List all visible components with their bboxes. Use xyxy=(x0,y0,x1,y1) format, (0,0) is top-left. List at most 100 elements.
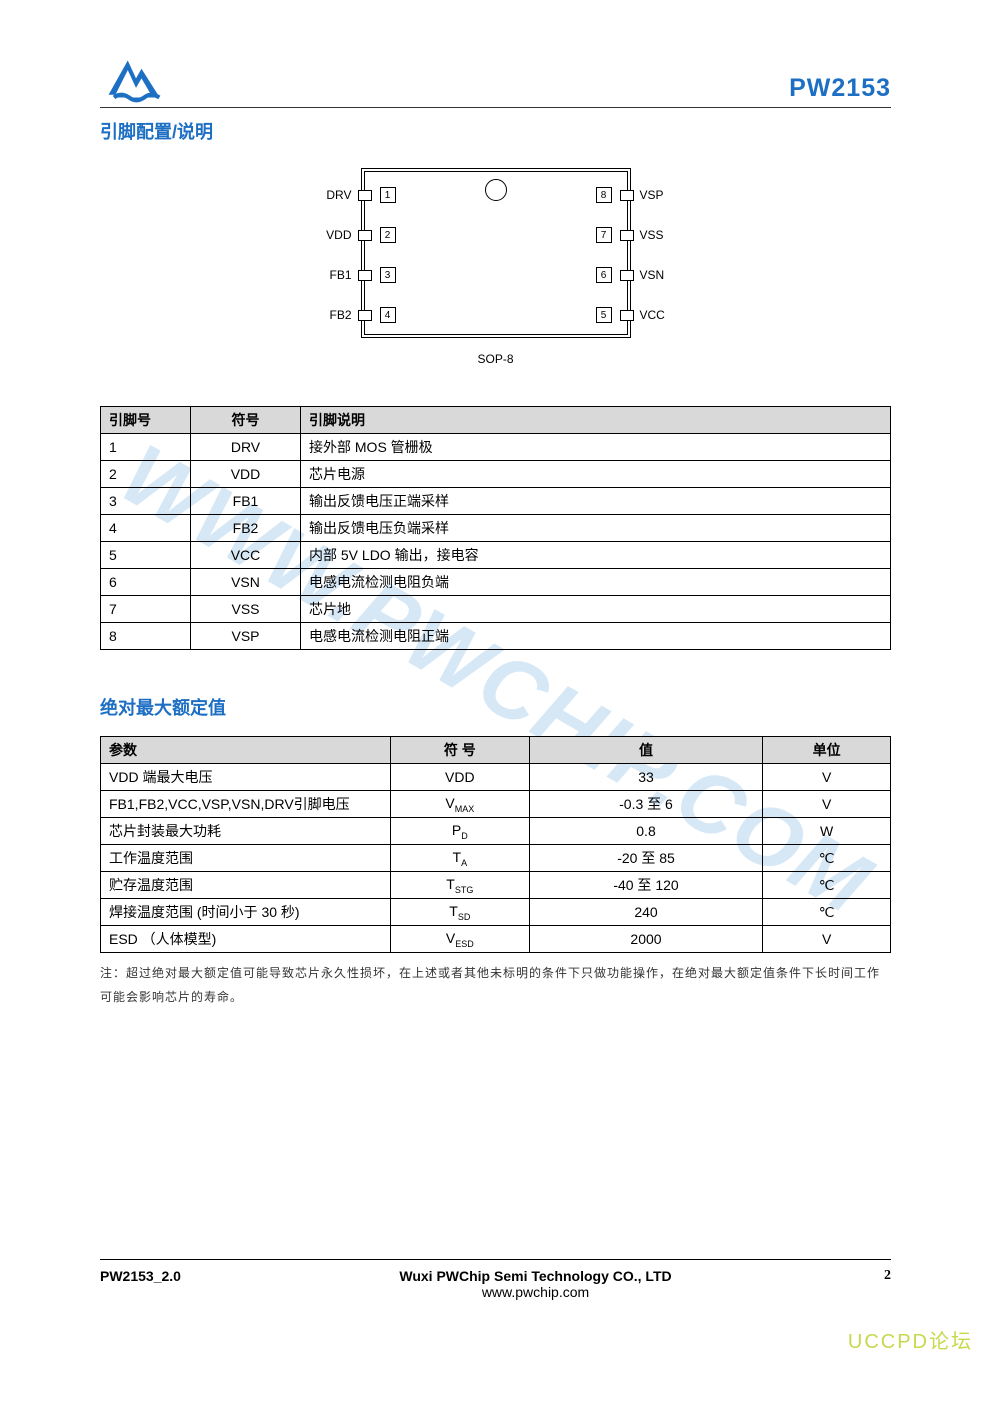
table-cell: 内部 5V LDO 输出，接电容 xyxy=(301,542,891,569)
table-cell: VSP xyxy=(191,623,301,650)
pin-label: FB2 xyxy=(329,308,351,322)
table-cell: ESD （人体模型) xyxy=(101,926,391,953)
pin-number: 6 xyxy=(596,267,612,283)
table-cell: PD xyxy=(391,818,530,845)
pin-number: 4 xyxy=(380,307,396,323)
table-row: 5VCC内部 5V LDO 输出，接电容 xyxy=(101,542,891,569)
pin-number: 7 xyxy=(596,227,612,243)
table-header: 符号 xyxy=(191,407,301,434)
table-cell: 3 xyxy=(101,488,191,515)
table-cell: TSTG xyxy=(391,872,530,899)
table-cell: 工作温度范围 xyxy=(101,845,391,872)
table-cell: FB1,FB2,VCC,VSP,VSN,DRV引脚电压 xyxy=(101,791,391,818)
package-caption: SOP-8 xyxy=(477,352,513,366)
table-cell: ℃ xyxy=(763,899,891,926)
pin-diagram: DRV1 VDD2 FB13 FB24 8VSP 7VSS 6VSN 5VCC … xyxy=(100,168,891,366)
table-cell: W xyxy=(763,818,891,845)
table-row: 7VSS芯片地 xyxy=(101,596,891,623)
table-cell: 输出反馈电压负端采样 xyxy=(301,515,891,542)
table-cell: 6 xyxy=(101,569,191,596)
table-cell: 7 xyxy=(101,596,191,623)
header-rule xyxy=(100,107,891,108)
table-cell: ℃ xyxy=(763,845,891,872)
pin-number: 5 xyxy=(596,307,612,323)
table-row: 焊接温度范围 (时间小于 30 秒)TSD240℃ xyxy=(101,899,891,926)
table-cell: 焊接温度范围 (时间小于 30 秒) xyxy=(101,899,391,926)
table-cell: ℃ xyxy=(763,872,891,899)
table-cell: VDD xyxy=(391,764,530,791)
table-cell: VSN xyxy=(191,569,301,596)
table-cell: FB1 xyxy=(191,488,301,515)
table-cell: 芯片地 xyxy=(301,596,891,623)
forum-watermark: UCCPD论坛 xyxy=(848,1325,973,1354)
table-cell: TA xyxy=(391,845,530,872)
pin-label: VSN xyxy=(640,268,665,282)
table-header: 值 xyxy=(529,737,763,764)
footer-page-number: 2 xyxy=(831,1268,891,1284)
table-cell: 2000 xyxy=(529,926,763,953)
table-cell: 电感电流检测电阻正端 xyxy=(301,623,891,650)
page-footer: PW2153_2.0 Wuxi PWChip Semi Technology C… xyxy=(100,1259,891,1300)
table-cell: V xyxy=(763,791,891,818)
part-number: PW2153 xyxy=(789,74,891,103)
table-row: 3FB1输出反馈电压正端采样 xyxy=(101,488,891,515)
table-row: FB1,FB2,VCC,VSP,VSN,DRV引脚电压VMAX-0.3 至 6V xyxy=(101,791,891,818)
table-row: 1DRV接外部 MOS 管栅极 xyxy=(101,434,891,461)
table-header: 单位 xyxy=(763,737,891,764)
table-cell: VDD 端最大电压 xyxy=(101,764,391,791)
section-abs-max-title: 绝对最大额定值 xyxy=(100,694,891,720)
pin-number: 8 xyxy=(596,187,612,203)
table-row: 贮存温度范围TSTG-40 至 120℃ xyxy=(101,872,891,899)
table-cell: V xyxy=(763,926,891,953)
pin-label: VCC xyxy=(640,308,665,322)
pin-number: 3 xyxy=(380,267,396,283)
table-cell: VDD xyxy=(191,461,301,488)
table-cell: 33 xyxy=(529,764,763,791)
table-cell: 8 xyxy=(101,623,191,650)
table-cell: 5 xyxy=(101,542,191,569)
table-row: 2VDD芯片电源 xyxy=(101,461,891,488)
company-logo xyxy=(100,55,172,103)
table-cell: 4 xyxy=(101,515,191,542)
table-row: 6VSN电感电流检测电阻负端 xyxy=(101,569,891,596)
abs-max-ratings-table: 参数 符 号 值 单位 VDD 端最大电压VDD33VFB1,FB2,VCC,V… xyxy=(100,736,891,953)
table-cell: 0.8 xyxy=(529,818,763,845)
table-cell: -40 至 120 xyxy=(529,872,763,899)
table-cell: -20 至 85 xyxy=(529,845,763,872)
table-cell: 接外部 MOS 管栅极 xyxy=(301,434,891,461)
table-cell: VSS xyxy=(191,596,301,623)
table-cell: -0.3 至 6 xyxy=(529,791,763,818)
table-header: 符 号 xyxy=(391,737,530,764)
table-header: 引脚说明 xyxy=(301,407,891,434)
table-row: 8VSP电感电流检测电阻正端 xyxy=(101,623,891,650)
pin-number: 1 xyxy=(380,187,396,203)
chip-outline: DRV1 VDD2 FB13 FB24 8VSP 7VSS 6VSN 5VCC xyxy=(361,168,631,338)
pin-label: VSS xyxy=(640,228,664,242)
table-cell: 240 xyxy=(529,899,763,926)
pin-label: DRV xyxy=(326,188,351,202)
table-cell: 电感电流检测电阻负端 xyxy=(301,569,891,596)
table-row: 芯片封装最大功耗PD0.8W xyxy=(101,818,891,845)
table-header: 引脚号 xyxy=(101,407,191,434)
table-cell: 输出反馈电压正端采样 xyxy=(301,488,891,515)
footer-doc-rev: PW2153_2.0 xyxy=(100,1268,240,1284)
section-pin-config-title: 引脚配置/说明 xyxy=(100,118,891,144)
table-cell: V xyxy=(763,764,891,791)
pin-label: VDD xyxy=(326,228,351,242)
table-cell: FB2 xyxy=(191,515,301,542)
footer-company: Wuxi PWChip Semi Technology CO., LTD xyxy=(240,1268,831,1284)
table-cell: VMAX xyxy=(391,791,530,818)
table-row: ESD （人体模型)VESD2000V xyxy=(101,926,891,953)
table-header: 参数 xyxy=(101,737,391,764)
ratings-footnote: 注：超过绝对最大额定值可能导致芯片永久性损坏，在上述或者其他未标明的条件下只做功… xyxy=(100,961,891,1009)
table-row: 工作温度范围TA-20 至 85℃ xyxy=(101,845,891,872)
table-cell: VESD xyxy=(391,926,530,953)
chip-notch-icon xyxy=(485,179,507,201)
table-row: 4FB2输出反馈电压负端采样 xyxy=(101,515,891,542)
pin-description-table: 引脚号 符号 引脚说明 1DRV接外部 MOS 管栅极2VDD芯片电源3FB1输… xyxy=(100,406,891,650)
footer-url: www.pwchip.com xyxy=(240,1284,831,1300)
pin-number: 2 xyxy=(380,227,396,243)
table-cell: 贮存温度范围 xyxy=(101,872,391,899)
table-cell: 芯片电源 xyxy=(301,461,891,488)
table-cell: 芯片封装最大功耗 xyxy=(101,818,391,845)
